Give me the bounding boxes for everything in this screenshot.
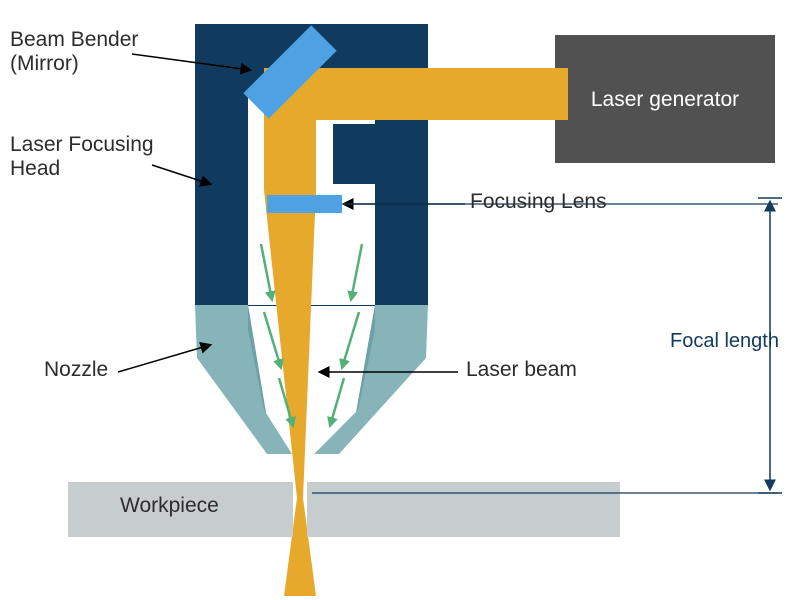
gas-arrow (351, 244, 362, 300)
laser-beam-label: Laser beam (466, 358, 577, 382)
laser-beam-text: Laser beam (466, 358, 577, 381)
nozzle-text: Nozzle (44, 358, 108, 381)
gas-arrow (342, 312, 359, 368)
label-arrow-nozzle (118, 345, 210, 372)
focusing-head-text: Laser FocusingHead (10, 133, 154, 180)
workpiece-label: Workpiece (120, 494, 219, 518)
nozzle-left (195, 305, 292, 454)
nozzle-label: Nozzle (44, 358, 108, 382)
laser-generator-text: Laser generator (591, 88, 739, 111)
workpiece-text: Workpiece (120, 494, 219, 517)
focusing-lens-text: Focusing Lens (470, 190, 607, 213)
gas-arrow (330, 378, 344, 426)
workpiece-right (307, 482, 620, 537)
focusing-lens-label: Focusing Lens (470, 190, 607, 214)
head-inner-block (333, 124, 377, 184)
nozzle-right (314, 305, 428, 454)
gas-arrow (261, 244, 272, 300)
beam-bender-label: Beam Bender(Mirror) (10, 28, 138, 76)
focusing-head-label: Laser FocusingHead (10, 133, 154, 181)
focal-length-label: Focal length (670, 330, 779, 353)
focusing-lens (267, 195, 342, 213)
beam-bender-text: Beam Bender(Mirror) (10, 28, 138, 75)
